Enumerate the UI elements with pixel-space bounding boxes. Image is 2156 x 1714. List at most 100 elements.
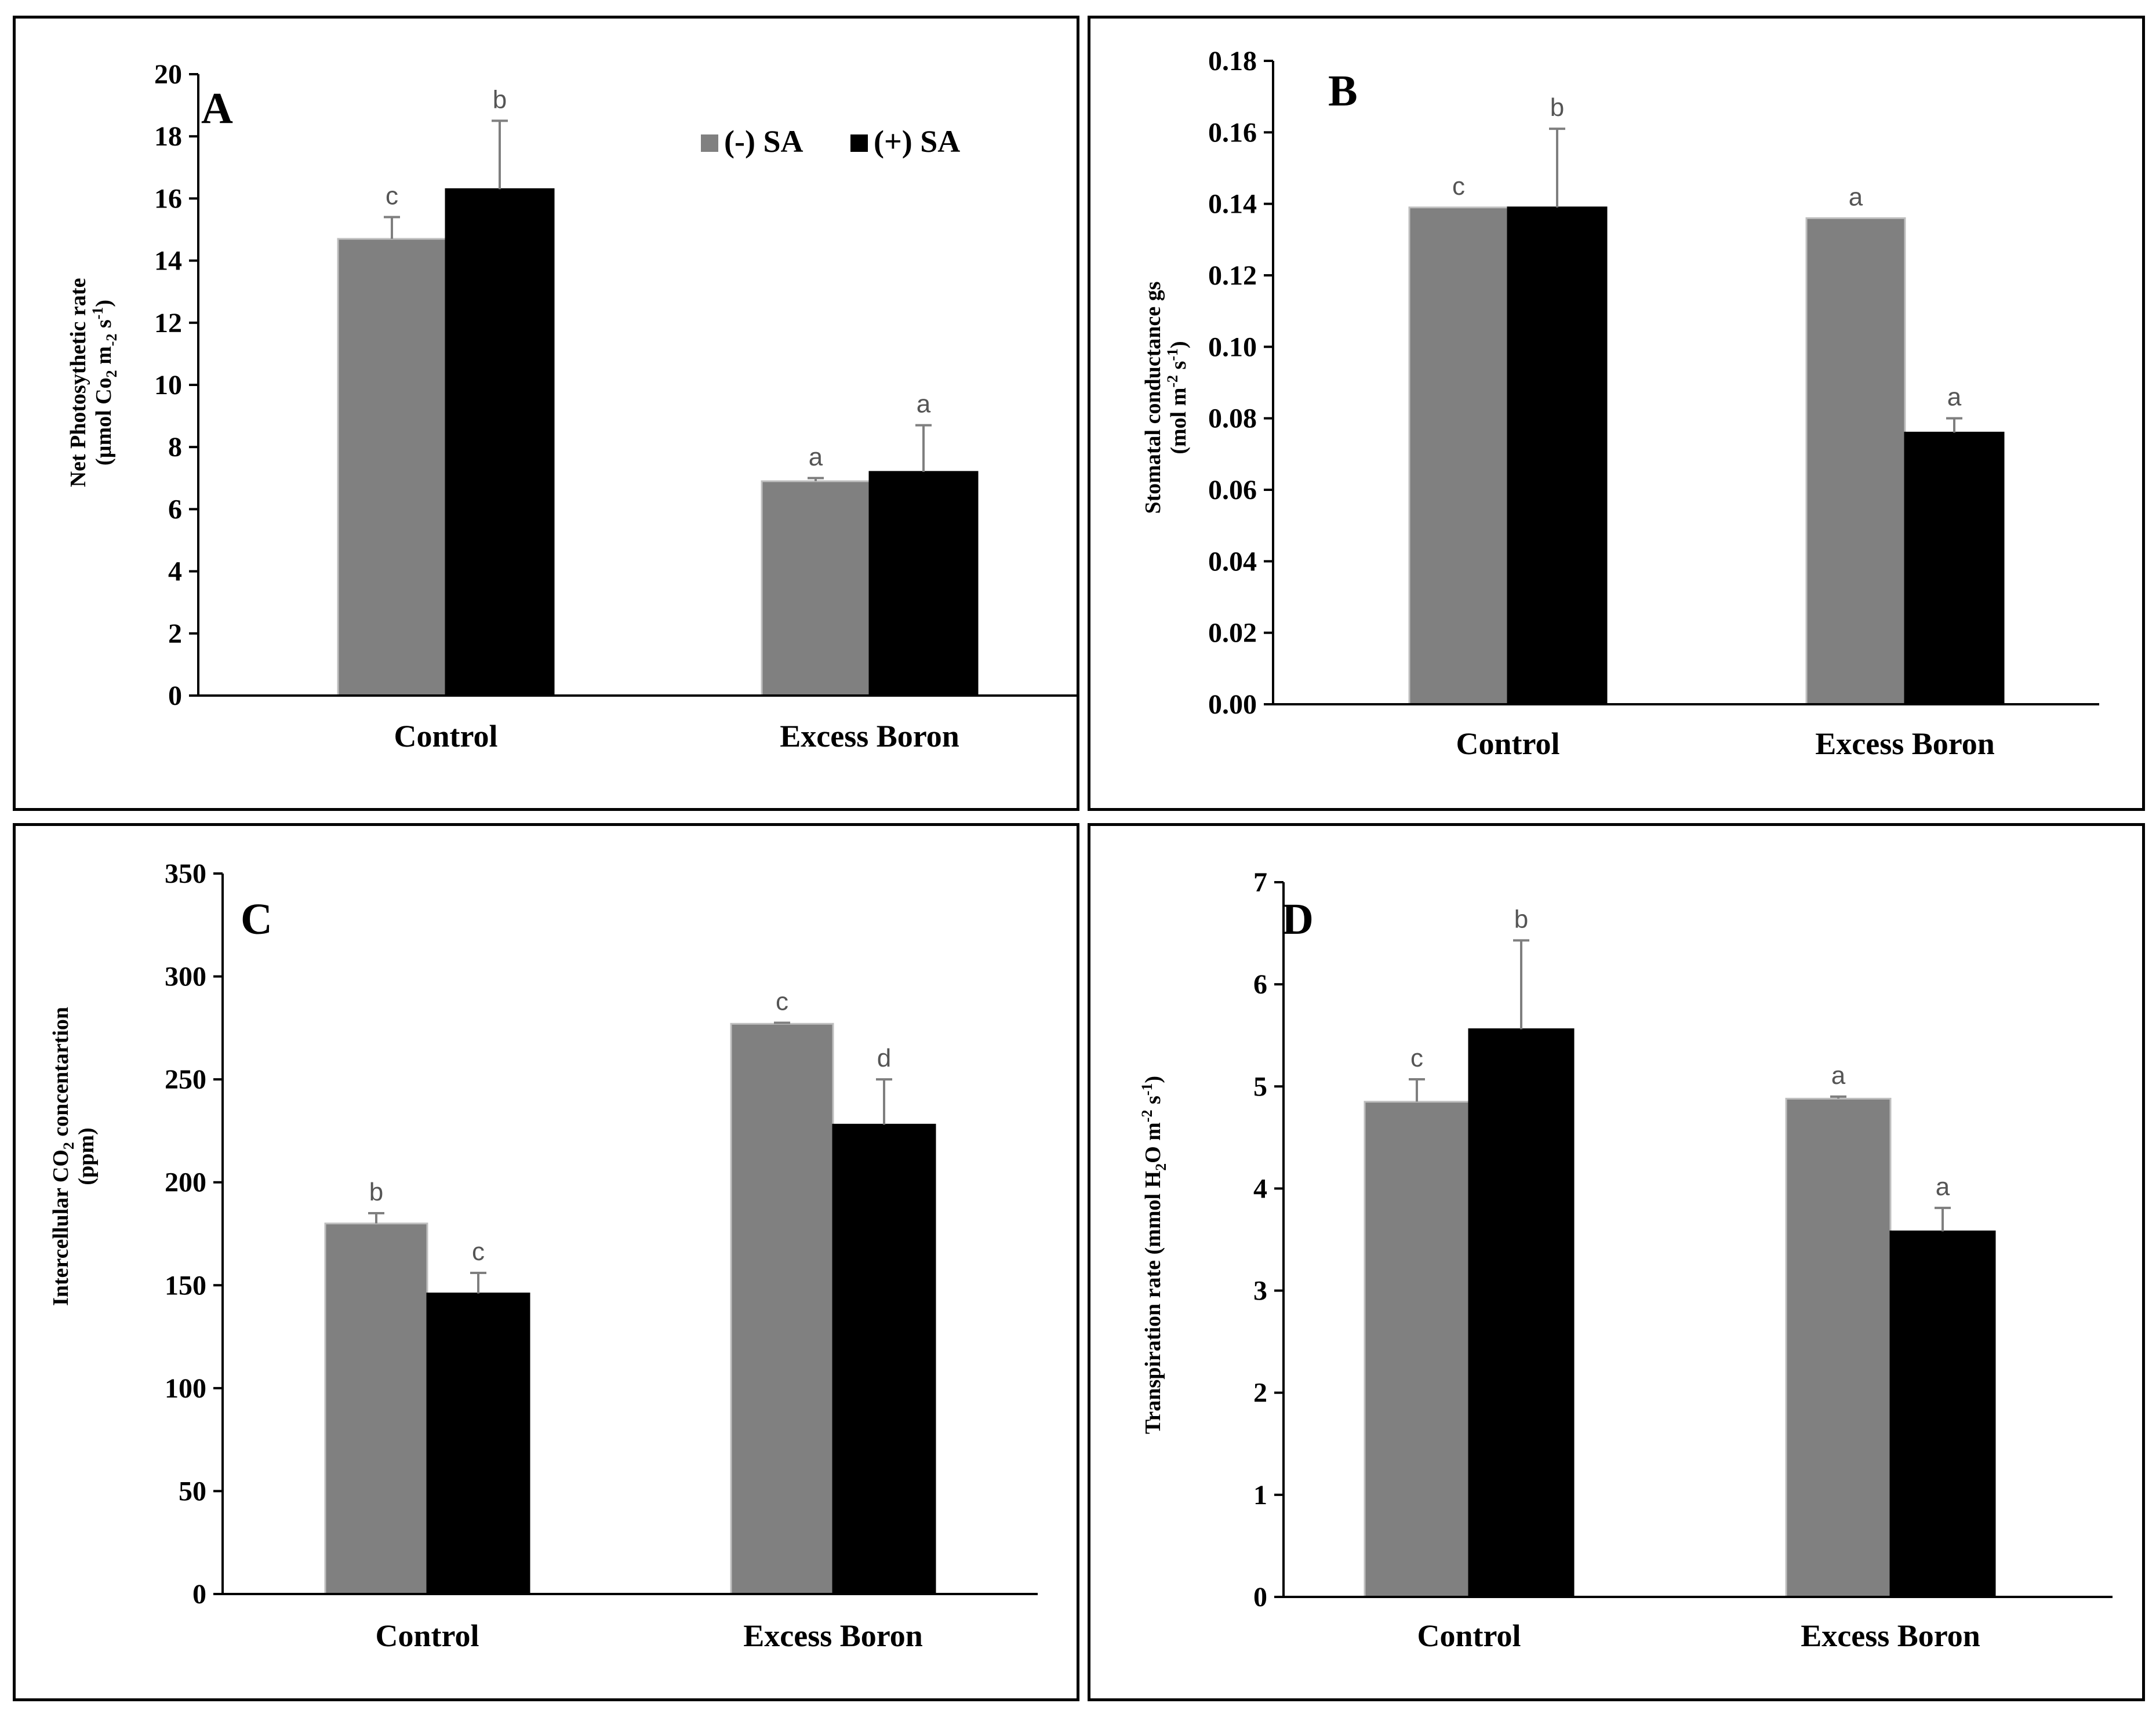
significance-letter: c bbox=[386, 182, 398, 210]
y-tick-label: 8 bbox=[168, 432, 182, 463]
y-tick-label: 4 bbox=[168, 556, 182, 587]
bar-minus-sa bbox=[1364, 1101, 1470, 1598]
bar-minus-sa bbox=[761, 480, 871, 697]
y-tick-label: 12 bbox=[154, 308, 182, 339]
significance-letter: a bbox=[1849, 183, 1863, 211]
bar-minus-sa bbox=[324, 1222, 428, 1595]
category-label: Control bbox=[1456, 726, 1559, 761]
bar-plus-sa bbox=[1889, 1230, 1996, 1598]
legend-label: (+) SA bbox=[874, 124, 960, 159]
y-tick-label: 0.16 bbox=[1208, 117, 1257, 148]
bar-plus-sa bbox=[445, 188, 555, 697]
y-tick-label: 1 bbox=[1253, 1480, 1267, 1511]
panel-a: A c b a a 0 2 4 6 8 10 12 14 16 18 20 Control Excess … bbox=[13, 16, 1079, 811]
y-tick-label: 16 bbox=[154, 183, 182, 214]
chart-b: B c b a a 0.00 0.02 0.04 0.06 0.08 0.10 0.12 0.14 0… bbox=[1141, 46, 2099, 761]
y-tick-label: 350 bbox=[165, 858, 206, 889]
y-tick-label: 10 bbox=[154, 370, 182, 401]
label-part: -1 bbox=[89, 307, 106, 320]
bar-plus-sa bbox=[868, 471, 979, 697]
y-tick-label: 20 bbox=[154, 59, 182, 90]
category-label: Control bbox=[394, 719, 497, 754]
legend-swatch-plus-sa bbox=[850, 134, 868, 152]
significance-letter: d bbox=[877, 1044, 891, 1072]
y-tick-label: 250 bbox=[165, 1064, 206, 1095]
significance-letter: c bbox=[472, 1238, 485, 1266]
label-part: ) bbox=[92, 300, 116, 307]
label-part: 2 bbox=[103, 370, 120, 377]
category-label: Control bbox=[1417, 1618, 1521, 1653]
panel-letter: C bbox=[241, 895, 272, 944]
significance-letter: b bbox=[369, 1178, 383, 1206]
label-part: -1 bbox=[1164, 348, 1181, 361]
y-axis-label-line2: (mol m-2 s-1) bbox=[1164, 341, 1191, 454]
label-part: concentartion bbox=[49, 1007, 73, 1142]
panel-c: C b c c d 0 50 100 150 200 250 300 350 Control Exc… bbox=[13, 823, 1079, 1701]
bar-minus-sa bbox=[1408, 206, 1509, 705]
y-axis-label-line1: Net Photosythetic rate bbox=[66, 278, 90, 487]
significance-letter: c bbox=[776, 987, 788, 1016]
legend: (-) SA (+) SA bbox=[701, 124, 960, 159]
bar-plus-sa bbox=[426, 1292, 530, 1595]
significance-letter: b bbox=[1550, 93, 1564, 122]
bar-plus-sa bbox=[1904, 431, 2005, 705]
y-axis-label: Intercellular CO2 concentartion (ppm) bbox=[49, 1007, 99, 1306]
significance-letter: c bbox=[1452, 172, 1465, 201]
panel-d: D c b a a 0 1 2 3 4 5 6 7 Control Excess Boron Tra… bbox=[1088, 823, 2145, 1701]
label-part: s bbox=[92, 319, 116, 333]
label-part: -1 bbox=[1139, 1083, 1155, 1096]
label-part: ) bbox=[1166, 341, 1191, 348]
significance-letter: a bbox=[1947, 383, 1962, 412]
bar-minus-sa bbox=[337, 238, 447, 697]
y-axis-label-line1: Stomatal conductance gs bbox=[1141, 281, 1165, 514]
y-tick-label: 2 bbox=[168, 618, 182, 649]
chart-d: D c b a a 0 1 2 3 4 5 6 7 Control Excess Boron Tra… bbox=[1139, 867, 2113, 1653]
y-tick-label: 0.10 bbox=[1208, 332, 1257, 362]
y-tick-label: 0.06 bbox=[1208, 475, 1257, 505]
category-label: Control bbox=[375, 1618, 479, 1653]
label-part: ) bbox=[1141, 1076, 1165, 1083]
label-part: (mol m bbox=[1166, 388, 1191, 454]
y-tick-label: 5 bbox=[1253, 1071, 1267, 1102]
label-part: Intercellular CO bbox=[49, 1149, 73, 1306]
y-axis-label: Transpiration rate (mmol H2O m-2 s-1) bbox=[1139, 1076, 1169, 1434]
category-label: Excess Boron bbox=[1815, 726, 1995, 761]
y-tick-label: 300 bbox=[165, 962, 206, 992]
y-tick-label: 6 bbox=[1253, 969, 1267, 1000]
y-tick-label: 14 bbox=[154, 246, 182, 276]
y-tick-label: 18 bbox=[154, 121, 182, 152]
y-tick-label: 0.08 bbox=[1208, 403, 1257, 434]
chart-a: A c b a a 0 2 4 6 8 10 12 14 16 18 20 Control Excess … bbox=[66, 59, 1077, 754]
y-tick-label: 2 bbox=[1253, 1378, 1267, 1409]
y-axis-label: Net Photosythetic rate (µmol Co2 m-2 s-1… bbox=[66, 278, 120, 487]
category-label: Excess Boron bbox=[780, 719, 959, 754]
label-part: (µmol Co bbox=[92, 377, 116, 465]
y-tick-label: 0.12 bbox=[1208, 260, 1257, 291]
y-axis-label-line1: Intercellular CO2 concentartion bbox=[49, 1007, 77, 1306]
significance-letter: c bbox=[1410, 1044, 1423, 1072]
bar-plus-sa bbox=[832, 1123, 936, 1595]
y-tick-label: 0 bbox=[192, 1579, 206, 1610]
significance-letter: a bbox=[1936, 1173, 1950, 1201]
y-tick-label: 0.18 bbox=[1208, 46, 1257, 77]
y-tick-label: 6 bbox=[168, 494, 182, 525]
y-axis-label: Stomatal conductance gs (mol m-2 s-1) bbox=[1141, 281, 1191, 514]
label-part: -2 bbox=[103, 334, 120, 347]
y-tick-label: 0.02 bbox=[1208, 618, 1257, 649]
y-tick-label: 0 bbox=[168, 680, 182, 711]
y-tick-label: 3 bbox=[1253, 1276, 1267, 1307]
y-tick-label: 100 bbox=[165, 1373, 206, 1404]
legend-label: (-) SA bbox=[724, 124, 803, 159]
y-tick-label: 4 bbox=[1253, 1173, 1267, 1204]
panel-b: B c b a a 0.00 0.02 0.04 0.06 0.08 0.10 0.12 0.14 0… bbox=[1088, 16, 2145, 811]
significance-letter: b bbox=[493, 85, 507, 114]
label-part: -2 bbox=[1164, 375, 1181, 388]
label-part: Transpiration rate (mmol H bbox=[1141, 1171, 1165, 1434]
label-part: m bbox=[92, 346, 116, 370]
y-tick-label: 0.00 bbox=[1208, 689, 1257, 720]
legend-swatch-minus-sa bbox=[701, 134, 718, 152]
y-tick-label: 0.04 bbox=[1208, 546, 1257, 577]
significance-letter: a bbox=[917, 390, 931, 419]
bar-plus-sa bbox=[1468, 1028, 1575, 1598]
y-axis-label-line1: Transpiration rate (mmol H2O m-2 s-1) bbox=[1139, 1076, 1169, 1434]
